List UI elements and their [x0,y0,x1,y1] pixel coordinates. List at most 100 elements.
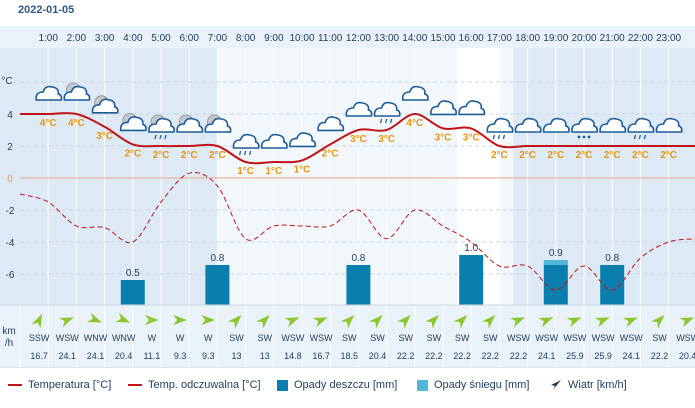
precip-value-label: 0.8 [351,253,365,264]
temp-label: 3°C [463,132,480,143]
cloud-moon-icon [91,95,119,114]
wind-direction-label: SSW [29,333,50,343]
cloud-shape [627,117,655,133]
temp-label: 2°C [181,150,198,161]
wind-arrow-shape [453,315,468,329]
cloud-shape [542,117,570,133]
y-tick-label: 0 [7,174,13,185]
wind-speed-label: 22.2 [453,351,471,361]
rain-bar [600,265,625,305]
rain-bar [205,265,230,305]
precip-value-label: 0.8 [210,253,224,264]
rain-drop [492,134,496,140]
rain-drop [379,118,383,124]
hour-label: 9:00 [264,33,284,44]
wind-direction-icon [31,313,43,329]
rain-drop [389,118,393,124]
wind-arrow-shape [510,317,525,328]
wind-direction-icon [453,315,468,329]
hour-label: 13:00 [374,33,399,44]
temp-label: 2°C [660,150,677,161]
cloud-shape [458,100,486,116]
hour-label: 1:00 [38,33,58,44]
wind-speed-label: 14.8 [284,351,302,361]
wind-direction-icon [369,315,383,329]
rain-drop [243,150,247,156]
wind-arrow-shape [538,317,554,328]
cloud-icon [345,101,373,117]
wind-direction-label: WSW [563,333,586,343]
wind-direction-label: SW [257,333,272,343]
wind-direction-icon [538,317,554,328]
hour-label: 8:00 [236,33,256,44]
wind-speed-label: 25.9 [594,351,612,361]
wind-arrow-shape [679,317,695,328]
cloud-icon [599,117,627,133]
wind-row-bg [0,305,695,368]
wind-arrow-shape [397,315,411,329]
cloud-shape [232,133,260,149]
wind-arrow-shape [369,315,383,329]
wind-direction-icon [201,315,216,325]
hour-label: 10:00 [289,33,314,44]
wind-direction-label: SW [652,333,667,343]
rain-drop [159,134,162,140]
hourly-forecast-chart: 1:00 2:00 3:00 4:00 5:00 6:00 7:00 8:00 9:00 10:0… [0,26,695,368]
wind-arrow-shape [566,317,582,328]
rain-bar [120,280,145,305]
wind-direction-icon [173,315,188,325]
wind-unit-top: km [2,326,15,337]
wind-arrow-shape [115,312,131,323]
wind-arrow-shape [228,315,242,329]
cloud-icon [655,117,683,133]
cloud-shape [148,117,175,133]
wind-direction-label: WNW [112,333,136,343]
wind-direction-label: WSW [56,333,79,343]
wind-speed-label: 24.1 [87,351,105,361]
wind-arrow-shape [256,315,270,329]
cloud-icon [458,100,486,116]
wind-direction-label: WNW [84,333,108,343]
wind-direction-icon [622,317,638,328]
wind-speed-label: 20.4 [369,351,387,361]
cloud-moon-rain-icon [148,114,175,140]
wind-direction-icon [594,317,610,328]
temp-label: 2°C [209,150,226,161]
cloud-icon [317,116,345,132]
wind-direction-label: SW [229,333,244,343]
wind-unit-bottom: /h [5,338,13,349]
cloud-shape [373,101,401,117]
hour-label: 5:00 [151,33,171,44]
precip-value-label: 0.5 [126,268,140,279]
cloud-shape [204,117,232,133]
y-tick-label: -6 [6,270,15,281]
temp-label: 2°C [519,150,536,161]
hour-label: 20:00 [571,33,596,44]
left-axis-band [0,26,20,368]
cloud-moon-icon [119,113,147,132]
hour-label: 16:00 [459,33,484,44]
wind-direction-icon [284,317,300,328]
wind-arrow-shape [201,315,216,325]
legend-temperature-label: Temperatura [°C] [28,379,112,391]
rain-bar [346,265,371,305]
cloud-shape [401,85,429,101]
legend-wind: Wiatr [km/h] [550,371,627,399]
cloud-moon-icon [204,114,232,133]
wind-arrow-shape [58,317,74,328]
cloud-rain-icon [373,101,401,124]
hour-label: 18:00 [515,33,540,44]
wind-arrow-icon [551,380,561,390]
cloud-shape [430,100,457,116]
wind-direction-label: SW [398,333,413,343]
temp-label: 2°C [153,150,170,161]
wind-direction-label: WSW [620,333,643,343]
wind-direction-label: W [204,333,213,343]
temp-label: 2°C [322,148,339,159]
hour-label: 14:00 [402,33,427,44]
legend-rain-label: Opady deszczu [mm] [294,379,398,391]
wind-speed-label: 20.4 [115,351,133,361]
wind-direction-label: W [148,333,157,343]
wind-arrow-shape [87,312,102,323]
wind-arrow-shape [173,315,188,325]
